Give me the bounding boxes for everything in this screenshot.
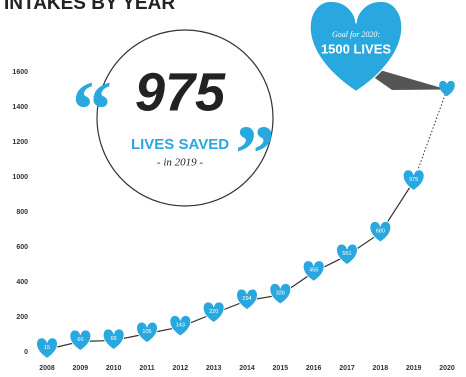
y-tick-label: 800 (16, 209, 28, 216)
close-quote: ” (235, 110, 275, 198)
x-tick-label: 2016 (306, 365, 322, 372)
goal-text: 1500 LIVES (321, 41, 391, 56)
heart-marker (69, 329, 92, 351)
point: 294 (236, 288, 258, 311)
x-tick-label: 2012 (173, 365, 189, 372)
goal-label: Goal for 2020: (332, 30, 380, 39)
x-tick-label: 2009 (73, 365, 89, 372)
point: 143 (169, 315, 192, 337)
point: 551 (336, 243, 358, 266)
x-tick-label: 2014 (239, 365, 255, 372)
point: 15 (36, 337, 58, 359)
heart-marker (236, 288, 258, 311)
data-label: 975 (409, 177, 418, 183)
x-tick-label: 2011 (139, 365, 154, 372)
heart-marker (336, 243, 358, 266)
y-tick-label: 1200 (12, 139, 28, 146)
heart-marker (269, 283, 292, 305)
point: 60 (69, 329, 92, 351)
goal-heart-shape (309, 0, 403, 93)
data-label: 143 (176, 322, 185, 328)
data-label: 15 (44, 345, 50, 351)
callout-caption: LIVES SAVED (131, 136, 229, 153)
data-label: 105 (142, 329, 151, 335)
data-label: 326 (276, 290, 285, 296)
data-label: 66 (111, 336, 117, 342)
x-tick-label: 2015 (273, 365, 289, 372)
data-label: 551 (342, 251, 351, 257)
y-tick-label: 0 (24, 349, 28, 356)
point: 220 (202, 301, 225, 323)
data-label: 294 (242, 296, 251, 302)
heart-marker (402, 169, 425, 191)
x-tick-label: 2017 (339, 365, 355, 372)
heart-marker (369, 221, 392, 243)
data-label: 220 (209, 309, 218, 315)
y-tick-label: 200 (16, 314, 28, 321)
open-quote: “ (72, 66, 112, 154)
heart-marker (136, 321, 158, 344)
chart-title: INTAKES BY YEAR (4, 0, 175, 14)
point: 66 (102, 328, 125, 350)
callout-circle (96, 29, 274, 207)
x-tick-label: 2020 (439, 365, 455, 372)
point: 975 (402, 169, 425, 191)
heart-marker (202, 301, 225, 323)
callout-number: 975 (135, 62, 226, 122)
y-tick-label: 400 (16, 279, 28, 286)
heart-marker (102, 328, 125, 350)
y-tick-label: 1400 (12, 104, 28, 111)
goal-marker (439, 80, 455, 97)
point: 456 (302, 260, 325, 282)
point: 326 (269, 283, 292, 305)
x-tick-label: 2019 (406, 365, 422, 372)
x-tick-label: 2010 (106, 365, 122, 372)
y-tick-label: 1600 (12, 69, 28, 76)
data-label: 680 (376, 228, 385, 234)
point: 680 (369, 221, 392, 243)
heart-marker (302, 260, 325, 282)
point: 105 (136, 321, 158, 344)
x-tick-label: 2018 (373, 365, 389, 372)
x-tick-label: 2008 (39, 365, 55, 372)
data-line (46, 181, 415, 350)
goal-line (413, 89, 448, 182)
y-tick-label: 1000 (12, 174, 28, 181)
x-tick-label: 2013 (206, 365, 222, 372)
heart-marker (169, 315, 192, 337)
data-label: 60 (77, 337, 83, 343)
goal-heart: Goal for 2020: 1500 LIVES (309, 0, 403, 93)
callout-subcaption: - in 2019 - (157, 157, 203, 169)
heart-marker (36, 337, 58, 359)
data-label: 456 (309, 268, 318, 274)
y-tick-label: 600 (16, 244, 28, 251)
